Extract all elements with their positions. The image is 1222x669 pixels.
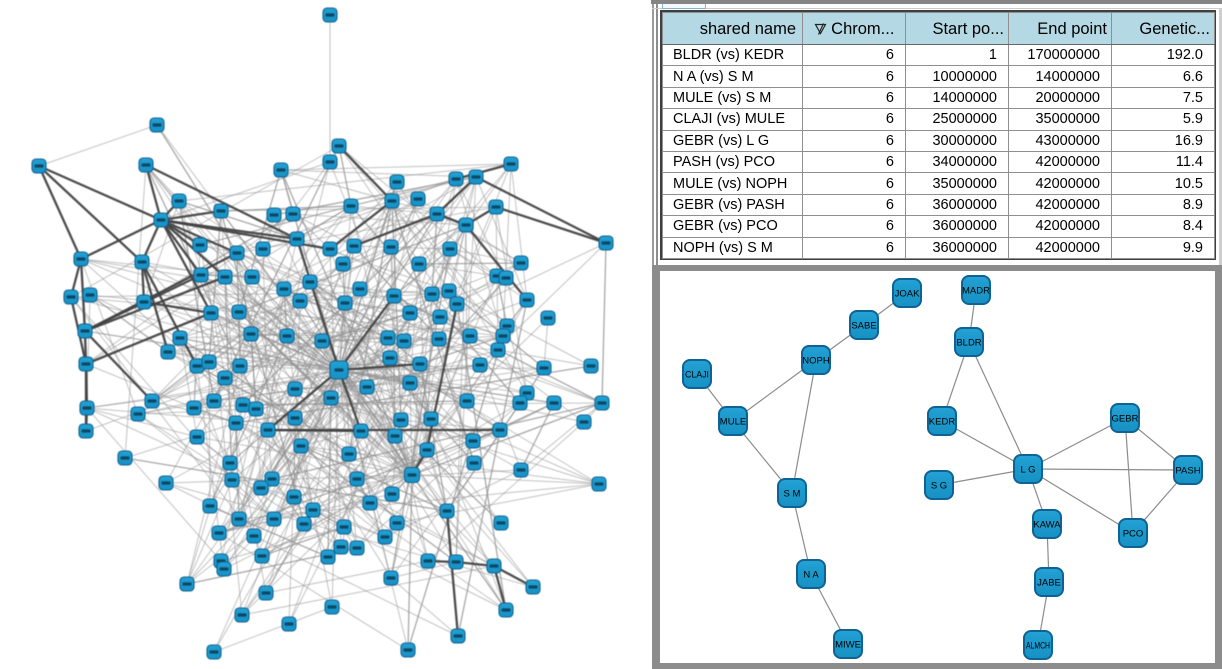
svg-text:KAWA: KAWA <box>1033 520 1061 531</box>
svg-text:N A: N A <box>803 570 819 581</box>
svg-text:JOAK: JOAK <box>895 289 920 300</box>
svg-text:MULE: MULE <box>720 417 746 428</box>
svg-text:MIWE: MIWE <box>835 640 861 651</box>
svg-text:ALMCH: ALMCH <box>1026 641 1050 652</box>
svg-text:S M: S M <box>784 489 801 500</box>
svg-text:NOPH: NOPH <box>802 356 830 367</box>
svg-text:MADR: MADR <box>962 286 990 297</box>
svg-text:GEBR: GEBR <box>1112 414 1139 425</box>
svg-text:SABE: SABE <box>851 321 876 332</box>
svg-text:PASH: PASH <box>1175 466 1200 477</box>
svg-text:L G: L G <box>1021 465 1036 476</box>
svg-text:CLAJI: CLAJI <box>685 370 709 381</box>
svg-text:PCO: PCO <box>1123 529 1144 540</box>
svg-text:KEDR: KEDR <box>929 417 956 428</box>
svg-text:JABE: JABE <box>1037 578 1061 589</box>
svg-text:BLDR: BLDR <box>956 338 981 349</box>
svg-text:S G: S G <box>931 481 947 492</box>
